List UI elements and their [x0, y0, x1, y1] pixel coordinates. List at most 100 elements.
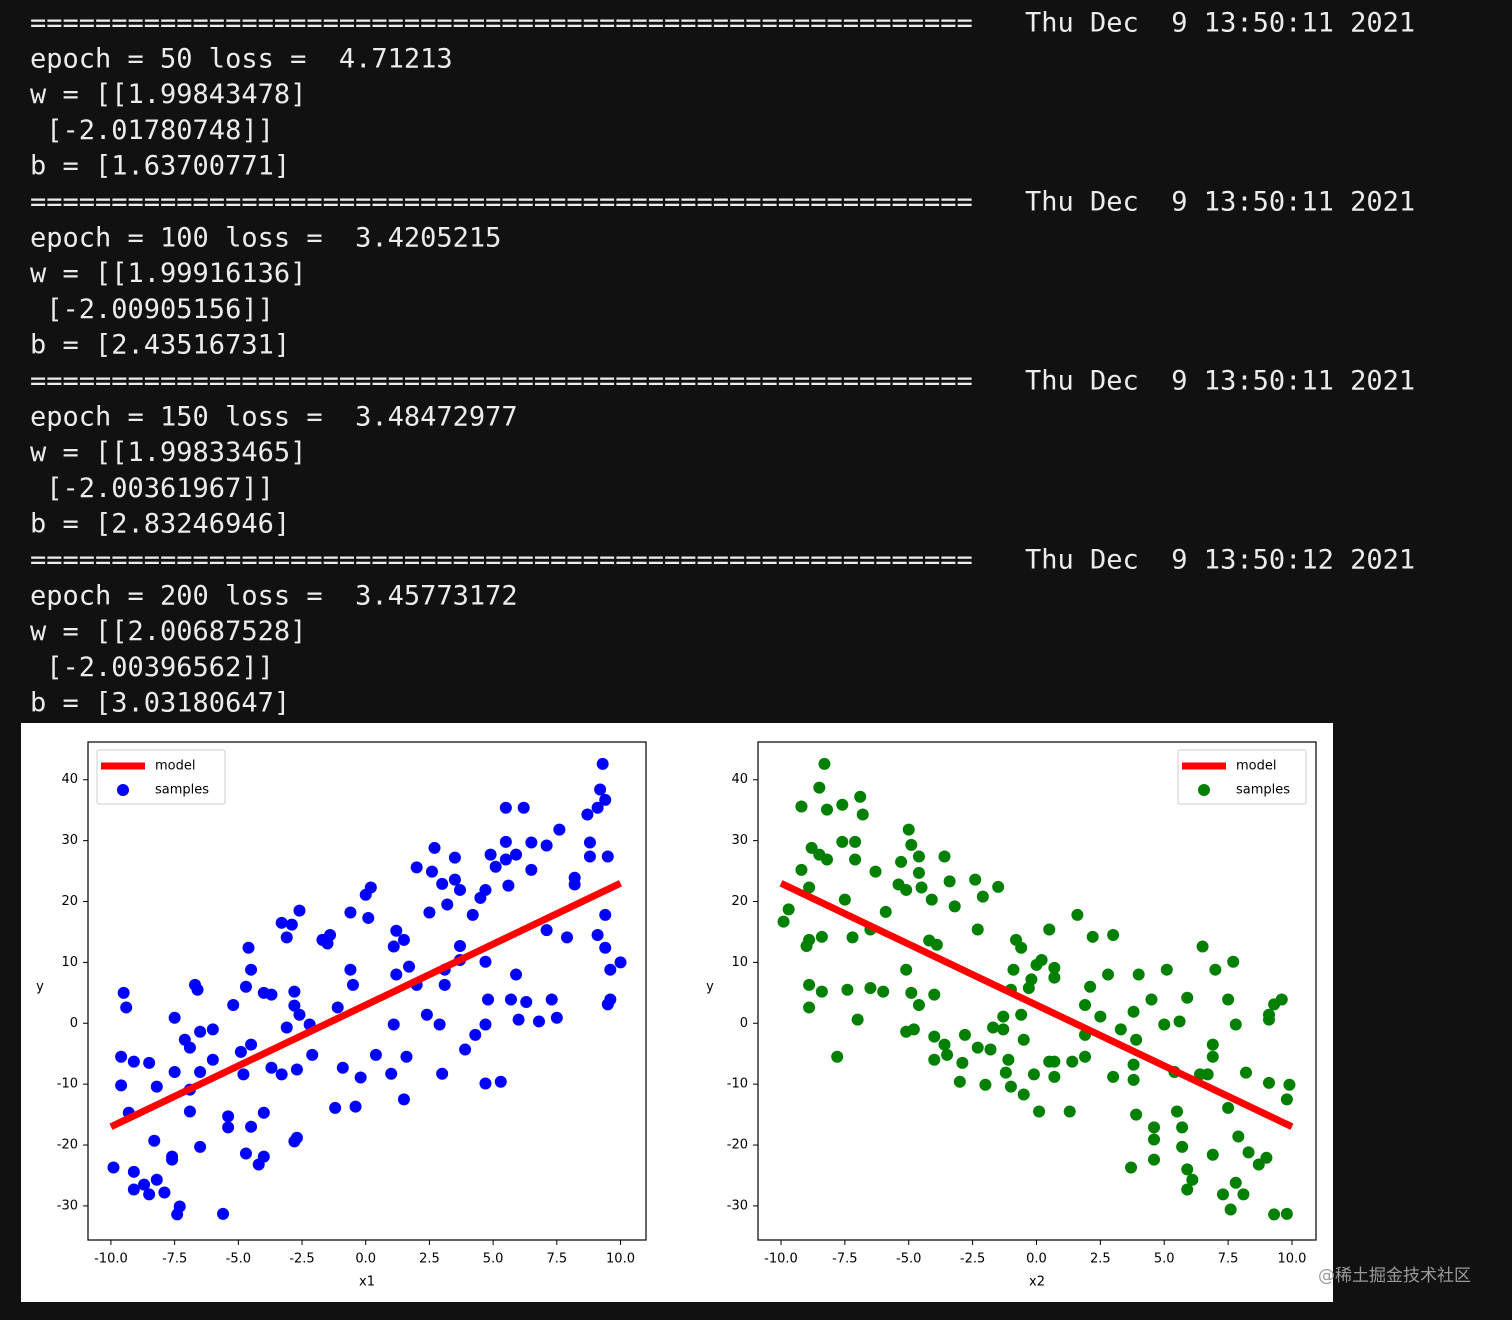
- x-tick-label: 10.0: [1278, 1252, 1307, 1267]
- sample-point: [820, 803, 833, 816]
- sample-point: [494, 1075, 507, 1088]
- sample-point: [1017, 1088, 1030, 1101]
- sample-point: [969, 873, 982, 886]
- sample-point: [448, 873, 461, 886]
- plot-frame: [757, 741, 1317, 1241]
- sample-point: [941, 1048, 954, 1061]
- sample-point: [206, 1023, 219, 1036]
- sample-point: [466, 908, 479, 921]
- sample-point: [795, 863, 808, 876]
- sample-point: [168, 1065, 181, 1078]
- sample-point: [349, 1100, 362, 1113]
- sample-point: [1280, 1093, 1293, 1106]
- sample-point: [813, 781, 826, 794]
- sample-point: [953, 1075, 966, 1088]
- sample-point: [1222, 1101, 1235, 1114]
- x-tick-label: 10.0: [606, 1252, 635, 1267]
- sample-point: [321, 937, 334, 950]
- x-tick-label: -7.5: [162, 1252, 187, 1267]
- sample-point: [604, 963, 617, 976]
- legend-label: samples: [1236, 783, 1290, 798]
- separator: ========================================…: [30, 366, 973, 397]
- sample-point: [166, 1150, 179, 1163]
- sample-point: [127, 1183, 140, 1196]
- sample-point: [599, 793, 612, 806]
- sample-point: [1127, 1073, 1140, 1086]
- y-axis-label: y: [36, 980, 44, 995]
- sample-point: [499, 853, 512, 866]
- sample-point: [591, 801, 604, 814]
- sample-point: [938, 1038, 951, 1051]
- x-tick-label: 2.5: [1090, 1252, 1111, 1267]
- output-line: [-2.00361967]]: [30, 473, 274, 504]
- model-line: [779, 880, 1294, 1130]
- sample-point: [1229, 1018, 1242, 1031]
- sample-point: [1209, 963, 1222, 976]
- sample-point: [433, 1018, 446, 1031]
- sample-point: [992, 880, 1005, 893]
- y-tick-label: 40: [731, 772, 748, 787]
- sample-point: [1063, 1105, 1076, 1118]
- sample-point: [1206, 1038, 1219, 1051]
- y-axis-label: y: [706, 980, 714, 995]
- sample-point: [1181, 991, 1194, 1004]
- sample-point: [943, 875, 956, 888]
- sample-point: [928, 1030, 941, 1043]
- sample-point: [354, 1071, 367, 1084]
- sample-point: [206, 1053, 219, 1066]
- sample-point: [150, 1080, 163, 1093]
- sample-point: [1242, 1146, 1255, 1159]
- sample-point: [438, 978, 451, 991]
- sample-point: [194, 1065, 207, 1078]
- sample-point: [428, 841, 441, 854]
- output-line: [-2.01780748]]: [30, 115, 274, 146]
- sample-point: [1148, 1133, 1161, 1146]
- sample-point: [877, 985, 890, 998]
- sample-point: [900, 883, 913, 896]
- sample-point: [1079, 1050, 1092, 1063]
- sample-point: [525, 836, 538, 849]
- sample-point: [895, 855, 908, 868]
- sample-point: [143, 1056, 156, 1069]
- sample-point: [1217, 1188, 1229, 1201]
- x-tick-label: 7.5: [546, 1252, 567, 1267]
- sample-point: [948, 900, 961, 913]
- sample-point: [423, 906, 436, 919]
- sample-point: [1002, 1053, 1015, 1066]
- legend-label: model: [155, 759, 195, 774]
- sample-point: [905, 838, 918, 851]
- sample-point: [1262, 1013, 1275, 1026]
- x-tick-label: -7.5: [832, 1252, 857, 1267]
- sample-point: [1035, 953, 1048, 966]
- sample-point: [907, 1023, 920, 1036]
- sample-point: [1027, 1068, 1040, 1081]
- sample-point: [856, 808, 869, 821]
- sample-point: [502, 879, 515, 892]
- sample-point: [1262, 1076, 1275, 1089]
- sample-point: [150, 1173, 163, 1186]
- sample-point: [525, 863, 538, 876]
- sample-point: [902, 823, 915, 836]
- sample-point: [568, 878, 581, 891]
- sample-point: [1232, 1130, 1245, 1143]
- sample-point: [397, 933, 410, 946]
- sample-point: [1022, 981, 1035, 994]
- sample-point: [331, 1001, 344, 1014]
- x-tick-label: 7.5: [1218, 1252, 1239, 1267]
- separator: ========================================…: [30, 187, 973, 218]
- sample-point: [591, 928, 604, 941]
- output-line: epoch = 200 loss = 3.45773172: [30, 580, 518, 611]
- sample-point: [362, 911, 375, 924]
- sample-point: [553, 823, 566, 836]
- sample-point: [1015, 1008, 1028, 1021]
- sample-point: [836, 798, 849, 811]
- x-axis-label: x2: [1029, 1275, 1045, 1290]
- sample-point: [1173, 1015, 1186, 1028]
- legend-label: samples: [155, 783, 209, 798]
- sample-point: [1148, 1153, 1161, 1166]
- sample-point: [836, 835, 849, 848]
- sample-point: [1194, 1068, 1207, 1081]
- sample-point: [1132, 968, 1145, 981]
- sample-point: [127, 1165, 140, 1178]
- sample-point: [1171, 1105, 1184, 1118]
